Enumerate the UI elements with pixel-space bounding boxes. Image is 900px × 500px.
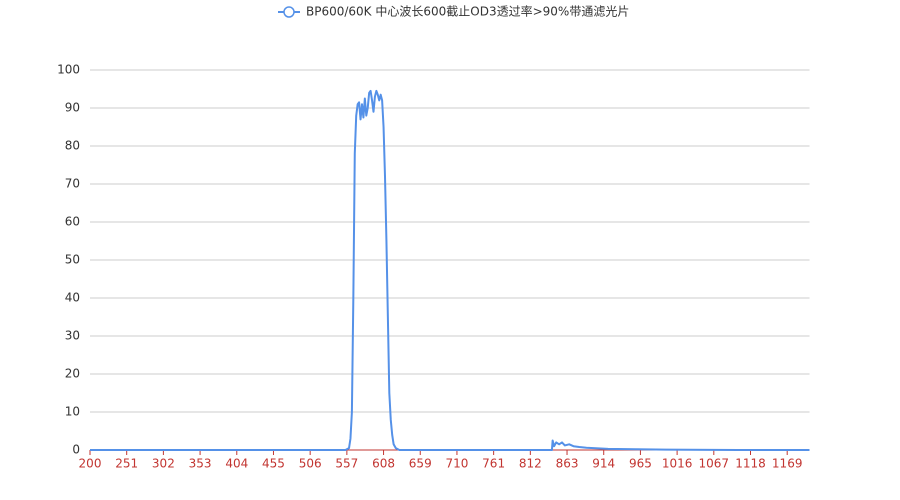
x-tick-label: 353 bbox=[189, 457, 212, 471]
y-tick-label: 50 bbox=[65, 253, 80, 267]
x-tick-label: 659 bbox=[409, 457, 432, 471]
x-tick-label: 1118 bbox=[735, 457, 766, 471]
x-tick-label: 812 bbox=[519, 457, 542, 471]
x-tick-label: 455 bbox=[262, 457, 285, 471]
y-tick-label: 20 bbox=[65, 367, 80, 381]
x-tick-label: 1016 bbox=[662, 457, 693, 471]
x-tick-label: 251 bbox=[115, 457, 138, 471]
x-tick-label: 965 bbox=[629, 457, 652, 471]
x-tick-label: 506 bbox=[299, 457, 322, 471]
legend-label[interactable]: BP600/60K 中心波长600截止OD3透过率>90%带通滤光片 bbox=[306, 4, 629, 19]
x-tick-label: 608 bbox=[372, 457, 395, 471]
y-tick-label: 30 bbox=[65, 329, 80, 343]
x-tick-label: 863 bbox=[556, 457, 579, 471]
x-tick-label: 1169 bbox=[772, 457, 803, 471]
y-tick-label: 70 bbox=[65, 177, 80, 191]
x-tick-label: 557 bbox=[335, 457, 358, 471]
x-tick-label: 914 bbox=[592, 457, 615, 471]
y-tick-label: 100 bbox=[57, 63, 80, 77]
y-tick-label: 60 bbox=[65, 215, 80, 229]
series-line bbox=[90, 89, 810, 451]
x-tick-label: 302 bbox=[152, 457, 175, 471]
legend-symbol bbox=[283, 6, 295, 18]
x-tick-label: 1067 bbox=[699, 457, 730, 471]
y-tick-label: 10 bbox=[65, 405, 80, 419]
x-tick-label: 200 bbox=[79, 457, 102, 471]
y-tick-label: 80 bbox=[65, 139, 80, 153]
x-tick-label: 761 bbox=[482, 457, 505, 471]
y-tick-label: 40 bbox=[65, 291, 80, 305]
y-tick-label: 90 bbox=[65, 101, 80, 115]
x-tick-label: 710 bbox=[445, 457, 468, 471]
y-tick-label: 0 bbox=[72, 443, 80, 457]
x-tick-label: 404 bbox=[225, 457, 248, 471]
